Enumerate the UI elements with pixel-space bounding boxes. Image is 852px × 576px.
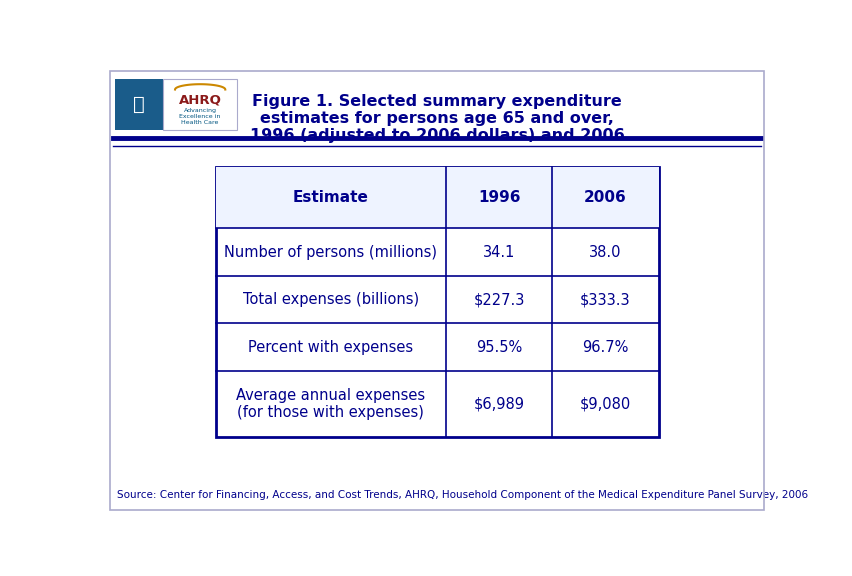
Bar <box>164 79 237 130</box>
Text: 🦅: 🦅 <box>133 95 145 114</box>
Bar <box>216 166 658 437</box>
Text: Number of persons (millions): Number of persons (millions) <box>224 245 437 260</box>
Text: $9,080: $9,080 <box>579 396 630 411</box>
Text: 38.0: 38.0 <box>589 245 621 260</box>
Text: 1996: 1996 <box>477 190 520 205</box>
Text: Source: Center for Financing, Access, and Cost Trends, AHRQ, Household Component: Source: Center for Financing, Access, an… <box>117 490 807 500</box>
Text: 34.1: 34.1 <box>482 245 515 260</box>
Text: Total expenses (billions): Total expenses (billions) <box>243 292 418 307</box>
Text: Advancing
Excellence in
Health Care: Advancing Excellence in Health Care <box>179 108 221 125</box>
Text: 96.7%: 96.7% <box>582 340 628 355</box>
Text: Estimate: Estimate <box>292 190 368 205</box>
Text: Percent with expenses: Percent with expenses <box>248 340 413 355</box>
Bar <box>114 79 164 130</box>
Text: Figure 1. Selected summary expenditure
estimates for persons age 65 and over,
19: Figure 1. Selected summary expenditure e… <box>250 93 624 143</box>
Bar <box>216 166 658 229</box>
Text: $6,989: $6,989 <box>473 396 524 411</box>
Text: 2006: 2006 <box>584 190 626 205</box>
Text: $227.3: $227.3 <box>473 292 524 307</box>
Text: $333.3: $333.3 <box>579 292 630 307</box>
Text: AHRQ: AHRQ <box>179 93 222 106</box>
Text: 95.5%: 95.5% <box>475 340 521 355</box>
Text: Average annual expenses
(for those with expenses): Average annual expenses (for those with … <box>236 388 425 420</box>
